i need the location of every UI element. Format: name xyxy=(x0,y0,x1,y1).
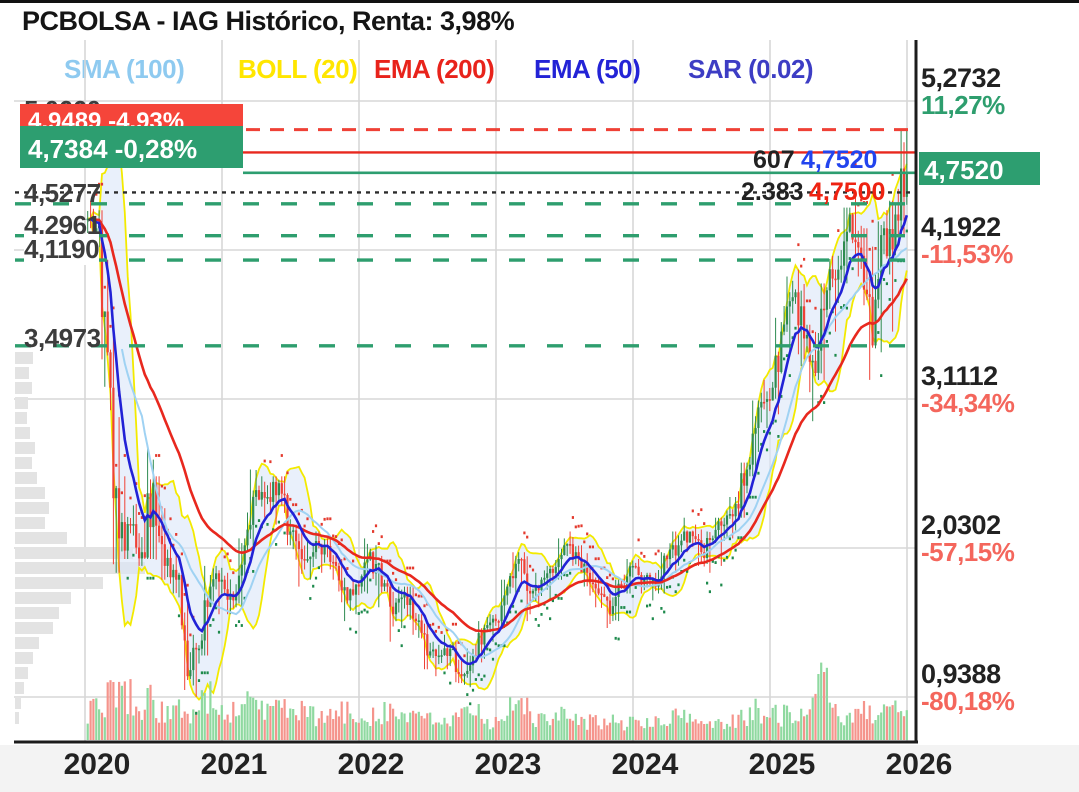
year-label-2022: 2022 xyxy=(337,748,405,781)
top-border xyxy=(0,0,1079,3)
price-chart[interactable] xyxy=(0,40,918,746)
year-label-2026: 2026 xyxy=(885,748,953,781)
page-title: PCBOLSA - IAG Histórico, Renta: 3,98% xyxy=(22,6,515,36)
last-price-flag: 4,7384 -0,28% xyxy=(20,126,243,168)
legend-item-sar[interactable]: SAR (0.02) xyxy=(688,54,814,84)
right-axis-percent-tick: -11,53% xyxy=(921,239,1013,269)
legend-item-boll[interactable]: BOLL (20) xyxy=(238,54,358,84)
max-price-flag: 4,9489 -4,93% xyxy=(20,104,243,126)
chart-canvas[interactable] xyxy=(0,40,918,746)
year-label-2021: 2021 xyxy=(200,748,268,781)
x-axis-strip xyxy=(0,745,1079,792)
right-axis-price-tick: 5,2732 xyxy=(921,63,1001,93)
right-axis-percent-tick: -57,15% xyxy=(921,537,1015,567)
ask-price: 4,7520 xyxy=(801,146,878,174)
legend-item-sma[interactable]: SMA (100) xyxy=(64,54,185,84)
right-axis-percent-tick: -80,18% xyxy=(921,686,1015,716)
year-label-2025: 2025 xyxy=(748,748,816,781)
right-axis-price-tick: 3,1112 xyxy=(921,361,998,391)
legend-item-ema[interactable]: EMA (200) xyxy=(374,54,495,84)
right-axis-price-tick: 0,9388 xyxy=(921,659,1001,689)
right-axis-percent-tick: 11,27% xyxy=(921,90,1005,120)
right-axis-price-tick: 2,0302 xyxy=(921,510,1001,540)
legend-item-ema[interactable]: EMA (50) xyxy=(534,54,641,84)
left-axis-price-label: 3,4973 xyxy=(24,323,101,353)
prev-close-flag: 4,7520 xyxy=(919,152,1040,185)
left-axis-price-label: 4,5277 xyxy=(24,178,101,208)
year-label-2023: 2023 xyxy=(474,748,542,781)
prev-close-flag-text: 4,7520 xyxy=(924,155,1004,185)
last-price-flag-text: 4,7384 -0,28% xyxy=(28,134,198,164)
max-price-flag-text: 4,9489 -4,93% xyxy=(28,108,185,126)
right-axis-percent-tick: -34,34% xyxy=(921,388,1015,418)
bid-price: 4,7500 xyxy=(809,178,886,206)
indicator-legend: SMA (100) BOLL (20) EMA (200) EMA (50) SAR (… xyxy=(0,54,918,84)
ask-quantity: 607 xyxy=(753,146,795,174)
right-axis-price-tick: 4,1922 xyxy=(921,212,1001,242)
year-label-2024: 2024 xyxy=(611,748,679,781)
left-axis-price-label: 4,1190 xyxy=(24,234,100,265)
bid-quantity: 2.383 xyxy=(741,178,804,206)
year-label-2020: 2020 xyxy=(63,748,131,781)
